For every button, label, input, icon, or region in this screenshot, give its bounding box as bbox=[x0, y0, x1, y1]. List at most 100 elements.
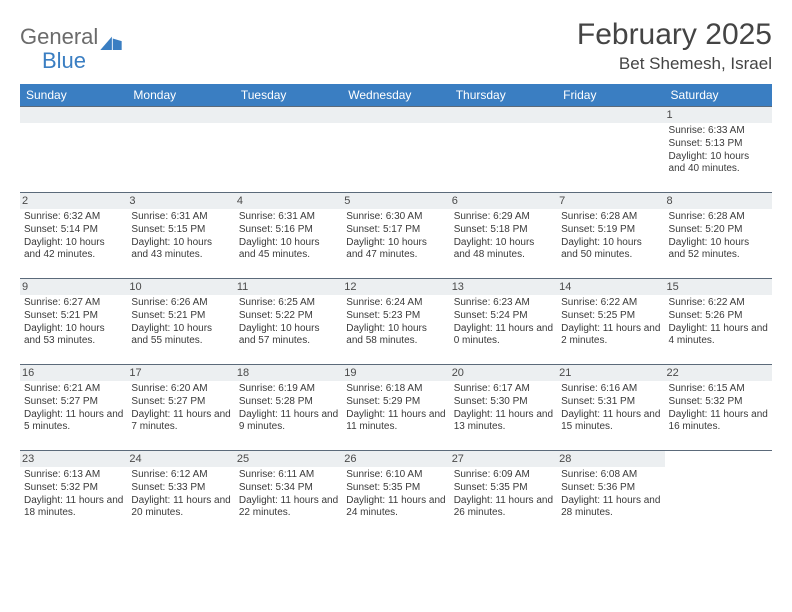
day-details: Sunrise: 6:29 AMSunset: 5:18 PMDaylight:… bbox=[454, 211, 553, 262]
calendar-day-empty bbox=[665, 451, 772, 537]
sunset-line: Sunset: 5:18 PM bbox=[454, 224, 553, 237]
sunrise-line: Sunrise: 6:18 AM bbox=[346, 383, 445, 396]
sunrise-line: Sunrise: 6:30 AM bbox=[346, 211, 445, 224]
sunset-line: Sunset: 5:29 PM bbox=[346, 396, 445, 409]
day-details: Sunrise: 6:26 AMSunset: 5:21 PMDaylight:… bbox=[131, 297, 230, 348]
sunrise-line: Sunrise: 6:21 AM bbox=[24, 383, 123, 396]
sunset-line: Sunset: 5:27 PM bbox=[24, 396, 123, 409]
calendar-day: 20Sunrise: 6:17 AMSunset: 5:30 PMDayligh… bbox=[450, 365, 557, 451]
calendar-day: 21Sunrise: 6:16 AMSunset: 5:31 PMDayligh… bbox=[557, 365, 664, 451]
daylight-line: Daylight: 11 hours and 7 minutes. bbox=[131, 409, 230, 435]
sunset-line: Sunset: 5:34 PM bbox=[239, 482, 338, 495]
daylight-line: Daylight: 11 hours and 26 minutes. bbox=[454, 495, 553, 521]
calendar-day: 18Sunrise: 6:19 AMSunset: 5:28 PMDayligh… bbox=[235, 365, 342, 451]
day-details: Sunrise: 6:31 AMSunset: 5:16 PMDaylight:… bbox=[239, 211, 338, 262]
day-details: Sunrise: 6:23 AMSunset: 5:24 PMDaylight:… bbox=[454, 297, 553, 348]
sunset-line: Sunset: 5:21 PM bbox=[24, 310, 123, 323]
day-number: 16 bbox=[20, 365, 127, 381]
sunset-line: Sunset: 5:22 PM bbox=[239, 310, 338, 323]
calendar-day: 4 Sunrise: 6:31 AMSunset: 5:16 PMDaylight… bbox=[235, 193, 342, 279]
daylight-line: Daylight: 10 hours and 42 minutes. bbox=[24, 237, 123, 263]
calendar-table: SundayMondayTuesdayWednesdayThursdayFrid… bbox=[20, 84, 772, 537]
sunrise-line: Sunrise: 6:22 AM bbox=[561, 297, 660, 310]
day-number: 24 bbox=[127, 451, 234, 467]
day-number: 9 bbox=[20, 279, 127, 295]
sunset-line: Sunset: 5:35 PM bbox=[454, 482, 553, 495]
day-details: Sunrise: 6:22 AMSunset: 5:25 PMDaylight:… bbox=[561, 297, 660, 348]
sunrise-line: Sunrise: 6:13 AM bbox=[24, 469, 123, 482]
day-header: Monday bbox=[127, 84, 234, 107]
day-number: 12 bbox=[342, 279, 449, 295]
daylight-line: Daylight: 10 hours and 48 minutes. bbox=[454, 237, 553, 263]
day-number: 7 bbox=[557, 193, 664, 209]
sunset-line: Sunset: 5:24 PM bbox=[454, 310, 553, 323]
daylight-line: Daylight: 10 hours and 45 minutes. bbox=[239, 237, 338, 263]
sunrise-line: Sunrise: 6:10 AM bbox=[346, 469, 445, 482]
day-details: Sunrise: 6:15 AMSunset: 5:32 PMDaylight:… bbox=[669, 383, 768, 434]
daylight-line: Daylight: 11 hours and 16 minutes. bbox=[669, 409, 768, 435]
day-number: 6 bbox=[450, 193, 557, 209]
sunrise-line: Sunrise: 6:16 AM bbox=[561, 383, 660, 396]
calendar-day: 7 Sunrise: 6:28 AMSunset: 5:19 PMDaylight… bbox=[557, 193, 664, 279]
day-details: Sunrise: 6:27 AMSunset: 5:21 PMDaylight:… bbox=[24, 297, 123, 348]
day-number-empty bbox=[450, 107, 557, 123]
calendar-week: 16Sunrise: 6:21 AMSunset: 5:27 PMDayligh… bbox=[20, 365, 772, 451]
day-details: Sunrise: 6:28 AMSunset: 5:19 PMDaylight:… bbox=[561, 211, 660, 262]
sunrise-line: Sunrise: 6:31 AM bbox=[131, 211, 230, 224]
calendar-day: 8Sunrise: 6:28 AMSunset: 5:20 PMDaylight… bbox=[665, 193, 772, 279]
calendar-day: 15Sunrise: 6:22 AMSunset: 5:26 PMDayligh… bbox=[665, 279, 772, 365]
calendar-day: 25Sunrise: 6:11 AMSunset: 5:34 PMDayligh… bbox=[235, 451, 342, 537]
day-number-empty bbox=[557, 107, 664, 123]
calendar-day: 19 Sunrise: 6:18 AMSunset: 5:29 PMDayligh… bbox=[342, 365, 449, 451]
sunrise-line: Sunrise: 6:22 AM bbox=[669, 297, 768, 310]
sunset-line: Sunset: 5:36 PM bbox=[561, 482, 660, 495]
day-details: Sunrise: 6:10 AMSunset: 5:35 PMDaylight:… bbox=[346, 469, 445, 520]
calendar-day: 10Sunrise: 6:26 AMSunset: 5:21 PMDayligh… bbox=[127, 279, 234, 365]
day-number: 8 bbox=[665, 193, 772, 209]
sunset-line: Sunset: 5:13 PM bbox=[669, 138, 768, 151]
day-number: 28 bbox=[557, 451, 664, 467]
calendar-day: 12Sunrise: 6:24 AMSunset: 5:23 PMDayligh… bbox=[342, 279, 449, 365]
day-number: 3 bbox=[127, 193, 234, 209]
daylight-line: Daylight: 10 hours and 55 minutes. bbox=[131, 323, 230, 349]
day-number: 19 bbox=[342, 365, 449, 381]
daylight-line: Daylight: 11 hours and 4 minutes. bbox=[669, 323, 768, 349]
calendar-body: 1Sunrise: 6:33 AMSunset: 5:13 PMDaylight… bbox=[20, 107, 772, 537]
day-header: Wednesday bbox=[342, 84, 449, 107]
calendar-day: 23Sunrise: 6:13 AMSunset: 5:32 PMDayligh… bbox=[20, 451, 127, 537]
day-number-empty bbox=[127, 107, 234, 123]
day-number: 23 bbox=[20, 451, 127, 467]
sunrise-line: Sunrise: 6:09 AM bbox=[454, 469, 553, 482]
calendar-day-empty bbox=[20, 107, 127, 193]
sunrise-line: Sunrise: 6:26 AM bbox=[131, 297, 230, 310]
daylight-line: Daylight: 11 hours and 9 minutes. bbox=[239, 409, 338, 435]
calendar-day: 26Sunrise: 6:10 AMSunset: 5:35 PMDayligh… bbox=[342, 451, 449, 537]
day-details: Sunrise: 6:33 AMSunset: 5:13 PMDaylight:… bbox=[669, 125, 768, 176]
day-details: Sunrise: 6:31 AMSunset: 5:15 PMDaylight:… bbox=[131, 211, 230, 262]
day-number: 21 bbox=[557, 365, 664, 381]
sunrise-line: Sunrise: 6:19 AM bbox=[239, 383, 338, 396]
calendar-day: 9 Sunrise: 6:27 AMSunset: 5:21 PMDaylight… bbox=[20, 279, 127, 365]
sunset-line: Sunset: 5:23 PM bbox=[346, 310, 445, 323]
sunrise-line: Sunrise: 6:28 AM bbox=[561, 211, 660, 224]
day-number-empty bbox=[235, 107, 342, 123]
day-header: Sunday bbox=[20, 84, 127, 107]
day-number: 27 bbox=[450, 451, 557, 467]
calendar-day: 3 Sunrise: 6:31 AMSunset: 5:15 PMDaylight… bbox=[127, 193, 234, 279]
sunset-line: Sunset: 5:32 PM bbox=[669, 396, 768, 409]
day-details: Sunrise: 6:18 AMSunset: 5:29 PMDaylight:… bbox=[346, 383, 445, 434]
calendar-day: 24Sunrise: 6:12 AMSunset: 5:33 PMDayligh… bbox=[127, 451, 234, 537]
sunrise-line: Sunrise: 6:08 AM bbox=[561, 469, 660, 482]
calendar-day: 2Sunrise: 6:32 AMSunset: 5:14 PMDaylight… bbox=[20, 193, 127, 279]
daylight-line: Daylight: 11 hours and 18 minutes. bbox=[24, 495, 123, 521]
title-block: February 2025 Bet Shemesh, Israel bbox=[577, 18, 772, 74]
calendar-day: 1Sunrise: 6:33 AMSunset: 5:13 PMDaylight… bbox=[665, 107, 772, 193]
daylight-line: Daylight: 10 hours and 57 minutes. bbox=[239, 323, 338, 349]
daylight-line: Daylight: 11 hours and 5 minutes. bbox=[24, 409, 123, 435]
calendar-week: 23Sunrise: 6:13 AMSunset: 5:32 PMDayligh… bbox=[20, 451, 772, 537]
day-number: 4 bbox=[235, 193, 342, 209]
sunrise-line: Sunrise: 6:23 AM bbox=[454, 297, 553, 310]
day-number: 2 bbox=[20, 193, 127, 209]
sunset-line: Sunset: 5:16 PM bbox=[239, 224, 338, 237]
calendar-day: 6 Sunrise: 6:29 AMSunset: 5:18 PMDaylight… bbox=[450, 193, 557, 279]
